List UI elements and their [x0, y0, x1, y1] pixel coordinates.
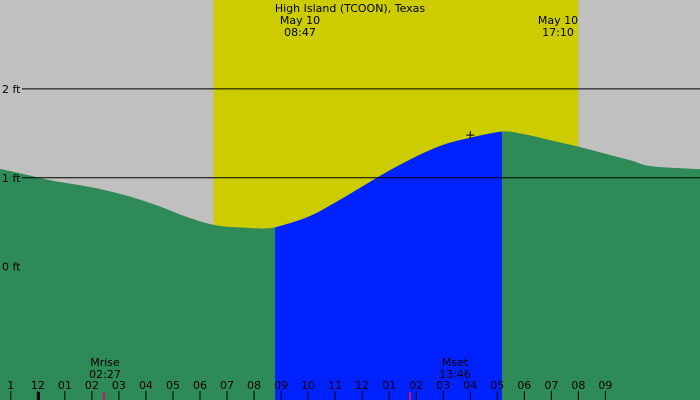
y-tick-label: 1 ft: [2, 172, 21, 185]
x-tick-label: 12: [355, 379, 369, 392]
event-time-2: 17:10: [542, 26, 574, 39]
y-tick-label: 2 ft: [2, 83, 21, 96]
x-tick-label: 01: [58, 379, 72, 392]
x-tick-label: 02: [85, 379, 99, 392]
x-tick-label: 08: [571, 379, 585, 392]
x-tick-label: 03: [436, 379, 450, 392]
event-time-1: 08:47: [284, 26, 316, 39]
chart-title: High Island (TCOON), Texas: [275, 2, 426, 15]
x-tick-label: 09: [598, 379, 612, 392]
gridlines: [22, 88, 700, 179]
x-tick-label: 11: [328, 379, 342, 392]
x-tick-label: 03: [112, 379, 126, 392]
y-tick-label: 0 ft: [2, 261, 21, 274]
highlight-area: [275, 131, 502, 400]
x-tick-label: 02: [409, 379, 423, 392]
moonset-label: Mset: [442, 356, 469, 369]
moonrise-time: 02:27: [89, 368, 121, 381]
x-tick-label: 04: [139, 379, 153, 392]
y-axis-labels: 2 ft 1 ft 0 ft: [2, 83, 21, 274]
event-date-2: May 10: [538, 14, 578, 27]
x-tick-label: 06: [193, 379, 207, 392]
x-tick-label: 10: [301, 379, 315, 392]
x-tick-label: 07: [544, 379, 558, 392]
x-axis-labels: 1 12 01 02 03 04 05 06 07 08 09 10 11 12 01 02 03 04 05 06 0…: [7, 379, 612, 400]
x-tick-label: 05: [166, 379, 180, 392]
event-date-1: May 10: [280, 14, 320, 27]
x-tick-label: 1: [7, 379, 14, 392]
midnight-marker: [36, 392, 40, 400]
x-tick-label: 09: [274, 379, 288, 392]
x-tick-label: 04: [463, 379, 477, 392]
x-tick-label: 12: [31, 379, 45, 392]
x-tick-label: 06: [517, 379, 531, 392]
x-tick-label: 01: [382, 379, 396, 392]
x-tick-label: 05: [490, 379, 504, 392]
x-tick-label: 07: [220, 379, 234, 392]
moonset-time: 13:46: [439, 368, 471, 381]
event-markers: [36, 131, 475, 400]
moonrise-label: Mrise: [90, 356, 120, 369]
x-tick-label: 08: [247, 379, 261, 392]
